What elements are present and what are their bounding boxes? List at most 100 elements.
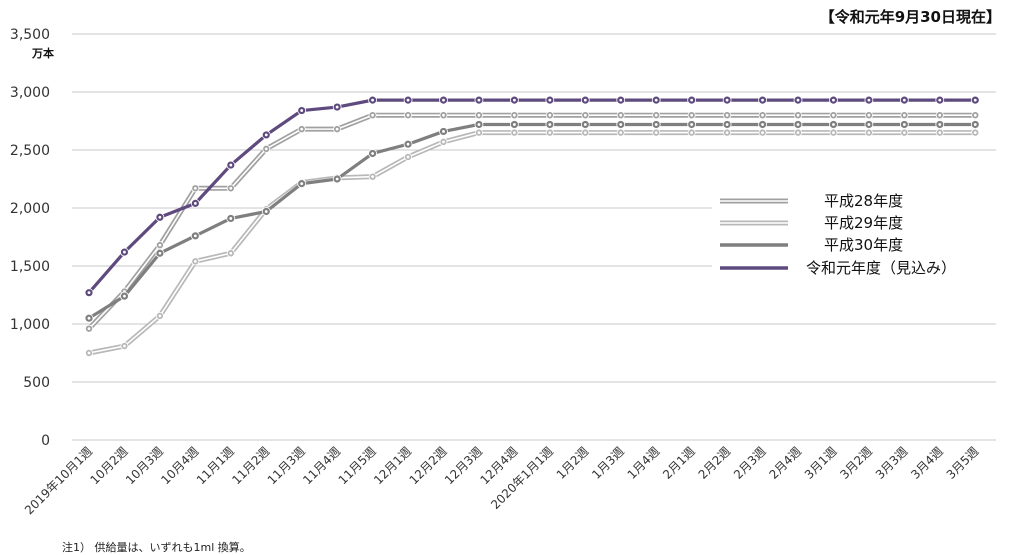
status-date-label: 【令和元年9月30日現在】 <box>819 8 1001 26</box>
x-tick-label: 2月4週 <box>766 444 804 482</box>
data-point-center <box>193 259 197 263</box>
y-tick-label: 2,000 <box>10 201 50 217</box>
y-tick-label: 2,500 <box>10 143 50 159</box>
x-tick-label: 11月1週 <box>194 444 237 487</box>
data-point-center <box>513 131 516 135</box>
x-tick-label: 3月5週 <box>944 444 982 482</box>
data-point-center <box>548 131 552 135</box>
data-point-center <box>229 217 233 220</box>
data-point-center <box>583 123 587 126</box>
data-point-center <box>867 113 871 117</box>
data-point-center <box>371 113 374 117</box>
x-tick-label: 12月3週 <box>442 444 485 487</box>
data-point-center <box>832 98 835 102</box>
x-axis-ticks: 2019年10月1週10月2週10月3週10月4週11月1週11月2週11月3週… <box>22 444 981 517</box>
data-point-center <box>335 177 339 181</box>
data-point-center <box>193 186 197 190</box>
data-point-center <box>442 113 445 117</box>
data-point-center <box>583 113 587 117</box>
data-point-center <box>938 131 942 135</box>
data-point-center <box>548 98 552 102</box>
y-axis-unit-label: 万本 <box>32 47 54 60</box>
data-point-center <box>761 113 764 117</box>
data-point-center <box>193 201 197 205</box>
data-point-center <box>654 113 658 117</box>
data-point-center <box>158 251 162 255</box>
x-tick-label: 1月3週 <box>589 444 627 482</box>
data-point-center <box>406 98 410 102</box>
data-point-center <box>690 131 694 135</box>
data-point-center <box>725 131 729 135</box>
series-path-inner <box>88 114 976 330</box>
x-tick-label: 10月3週 <box>123 444 166 487</box>
data-point-center <box>832 131 835 135</box>
data-point-center <box>867 123 871 126</box>
series-path <box>88 122 976 320</box>
data-point-center <box>477 131 481 135</box>
data-point-center <box>87 291 91 295</box>
data-point-center <box>796 98 800 102</box>
data-point-center <box>158 243 162 247</box>
legend-label: 平成30年度 <box>824 236 903 254</box>
series-path <box>87 98 976 294</box>
data-point-center <box>832 113 835 117</box>
x-tick-label: 3月4週 <box>908 444 946 482</box>
data-point-center <box>619 98 623 102</box>
data-point-center <box>264 210 268 213</box>
data-point-center <box>477 98 481 102</box>
data-point-center <box>548 113 552 117</box>
data-point-center <box>902 98 906 102</box>
data-point-center <box>654 123 658 126</box>
data-point-center <box>832 123 835 126</box>
x-tick-label: 10月2週 <box>88 444 131 487</box>
x-tick-label: 12月1週 <box>371 444 414 487</box>
series-path-inner <box>88 131 976 354</box>
data-point-center <box>973 98 977 102</box>
data-point-center <box>371 152 374 155</box>
data-point-center <box>229 251 233 255</box>
data-point-center <box>796 131 800 135</box>
grid-lines <box>72 33 996 441</box>
series-lines <box>84 95 980 357</box>
data-point-center <box>123 344 126 348</box>
data-point-center <box>973 131 977 135</box>
data-point-center <box>690 98 694 102</box>
data-point-center <box>158 215 162 219</box>
data-point-center <box>477 113 481 117</box>
data-point-center <box>761 123 764 126</box>
y-tick-label: 1,500 <box>10 259 50 275</box>
x-tick-label: 11月2週 <box>229 444 272 487</box>
data-point-center <box>938 113 942 117</box>
data-point-center <box>796 113 800 117</box>
data-point-center <box>264 147 268 151</box>
series-line-h30 <box>84 120 980 323</box>
x-tick-label: 11月5週 <box>336 444 379 487</box>
data-point-center <box>938 98 942 102</box>
data-point-center <box>264 133 268 137</box>
data-point-center <box>406 155 410 159</box>
series-line-r1 <box>84 95 980 298</box>
data-point-center <box>761 98 764 102</box>
data-point-center <box>867 98 871 102</box>
data-point-center <box>725 113 729 117</box>
data-point-center <box>158 314 162 318</box>
y-tick-label: 500 <box>23 375 50 391</box>
data-point-center <box>690 123 694 126</box>
legend-label: 平成29年度 <box>824 214 903 232</box>
x-tick-label: 3月2週 <box>837 444 875 482</box>
footnote: 注1） 供給量は、いずれも1ml 換算。 <box>62 541 251 554</box>
data-point-center <box>123 294 126 298</box>
x-tick-label: 2月2週 <box>696 444 734 482</box>
data-point-center <box>513 123 516 126</box>
data-point-center <box>335 127 339 131</box>
data-point-center <box>867 131 871 135</box>
data-point-center <box>583 131 587 135</box>
data-point-center <box>300 109 304 112</box>
data-point-center <box>371 98 374 102</box>
data-point-center <box>442 130 445 133</box>
y-tick-label: 1,000 <box>10 317 50 333</box>
data-point-center <box>87 327 91 331</box>
y-tick-label: 3,500 <box>10 27 50 43</box>
data-point-center <box>406 142 410 146</box>
